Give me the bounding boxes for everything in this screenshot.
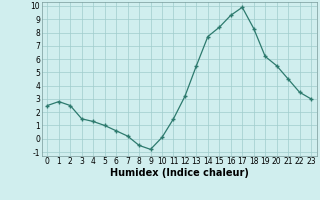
X-axis label: Humidex (Indice chaleur): Humidex (Indice chaleur) — [110, 168, 249, 178]
